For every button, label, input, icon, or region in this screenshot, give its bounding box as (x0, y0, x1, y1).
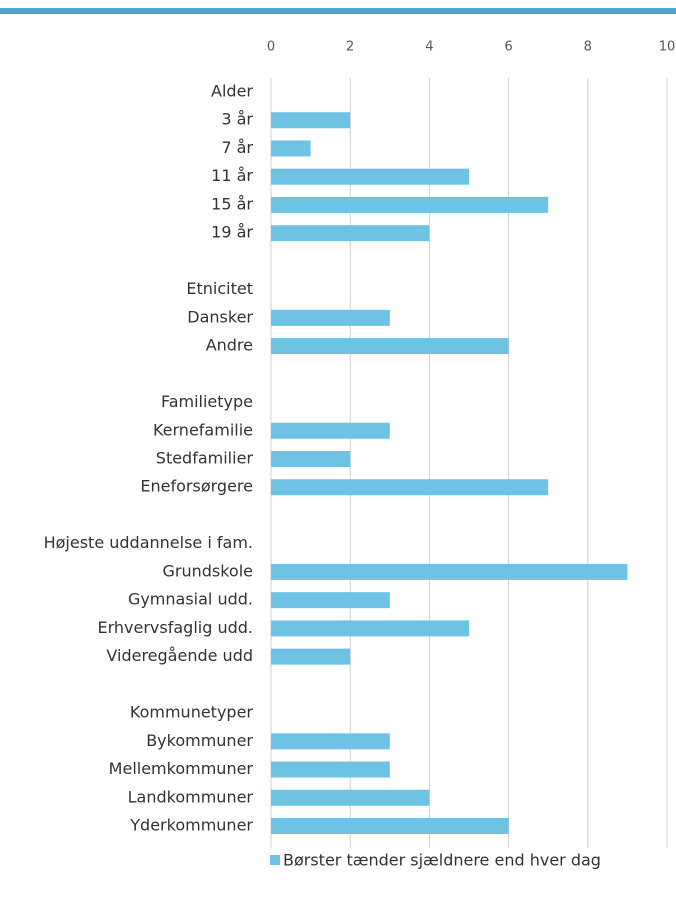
bar (271, 479, 549, 496)
y-tick-label: Kernefamilie (153, 420, 253, 439)
bar (271, 648, 351, 665)
bar (271, 225, 430, 242)
y-tick-label: Alder (211, 82, 253, 101)
bar (271, 196, 549, 213)
y-tick-label: Gymnasial udd. (128, 590, 253, 609)
top-band (0, 8, 676, 14)
y-tick-label: Stedfamilier (156, 449, 254, 468)
bar (271, 140, 311, 157)
y-tick-label: 3 år (221, 110, 253, 129)
y-tick-label: Erhvervsfaglig udd. (97, 618, 253, 637)
y-tick-label: Videregående udd (106, 646, 253, 665)
x-tick-label: 10 (659, 40, 676, 55)
bar (271, 818, 509, 834)
y-tick-label: Bykommuner (146, 731, 253, 750)
y-tick-label: Grundskole (162, 561, 253, 580)
bar (271, 789, 430, 806)
y-tick-label: Mellemkommuner (109, 759, 254, 778)
y-tick-label: 19 år (211, 223, 253, 242)
y-tick-label: Familietype (161, 392, 253, 411)
bar (271, 168, 469, 185)
x-tick-label: 2 (346, 40, 354, 55)
bar (271, 563, 628, 580)
legend-label: Børster tænder sjældnere end hver dag (283, 851, 601, 870)
bar (271, 620, 469, 637)
bar (271, 112, 351, 129)
y-tick-label: Yderkommuner (129, 816, 253, 835)
bar (271, 451, 351, 467)
x-tick-label: 6 (504, 40, 512, 55)
bar (271, 309, 390, 326)
bar (271, 733, 390, 750)
y-tick-label: 7 år (221, 138, 253, 157)
y-tick-label: Andre (206, 336, 253, 355)
y-tick-label: Højeste uddannelse i fam. (44, 533, 253, 552)
y-tick-label: 15 år (211, 194, 253, 213)
y-tick-label: Dansker (187, 307, 253, 326)
bar (271, 422, 390, 439)
legend-swatch (270, 855, 280, 865)
y-tick-label: 11 år (211, 166, 253, 185)
x-tick-label: 0 (267, 40, 275, 55)
bar (271, 761, 390, 778)
x-tick-label: 4 (425, 40, 433, 55)
y-tick-label: Eneforsørgere (140, 477, 253, 496)
bar (271, 592, 390, 609)
x-tick-label: 8 (584, 40, 592, 55)
y-tick-label: Kommunetyper (130, 703, 254, 722)
y-tick-label: Etnicitet (186, 279, 253, 298)
bar (271, 338, 509, 355)
y-tick-label: Landkommuner (128, 787, 254, 806)
